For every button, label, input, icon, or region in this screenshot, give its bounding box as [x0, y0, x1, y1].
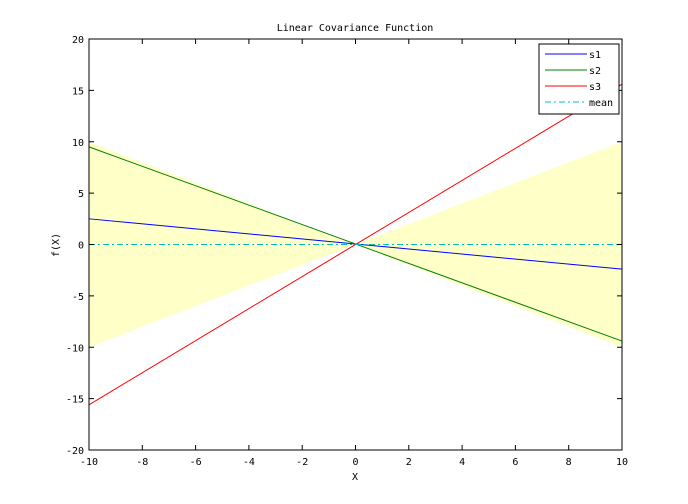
- x-tick-label: -6: [190, 457, 202, 468]
- x-tick-label: -4: [243, 457, 255, 468]
- legend: s1 s2 s3 mean: [538, 43, 620, 115]
- legend-label-mean: mean: [589, 98, 613, 109]
- x-tick-label: 8: [566, 457, 572, 468]
- x-tick-label: 2: [406, 457, 412, 468]
- x-tick-label: -8: [136, 457, 148, 468]
- y-tick-label: 10: [72, 138, 84, 149]
- chart-title: Linear Covariance Function: [277, 23, 434, 34]
- y-tick-label: -15: [66, 395, 84, 406]
- legend-label-s2: s2: [589, 66, 601, 77]
- confidence-band-layer: [89, 141, 622, 348]
- y-tick-label: 15: [72, 86, 84, 97]
- series-layer: [88, 83, 623, 406]
- y-tick-label: 0: [78, 241, 84, 252]
- x-tick-label: 6: [512, 457, 518, 468]
- y-tick-label: 20: [72, 35, 84, 46]
- x-tick-label: 10: [616, 457, 628, 468]
- legend-label-s3: s3: [589, 82, 601, 93]
- x-tick-label: -2: [296, 457, 308, 468]
- y-tick-label: -20: [66, 446, 84, 457]
- y-axis-label: f(X): [51, 233, 62, 257]
- confidence-band-left: [89, 141, 356, 348]
- x-tick-label: 4: [459, 457, 465, 468]
- y-tick-label: 5: [78, 189, 84, 200]
- confidence-band-right: [355, 141, 622, 348]
- y-tick-label: -5: [72, 292, 84, 303]
- y-tick-label: -10: [66, 343, 84, 354]
- x-tick-label: -10: [80, 457, 98, 468]
- x-tick-label: 0: [352, 457, 358, 468]
- legend-label-s1: s1: [589, 50, 601, 61]
- x-axis-label: X: [352, 472, 358, 483]
